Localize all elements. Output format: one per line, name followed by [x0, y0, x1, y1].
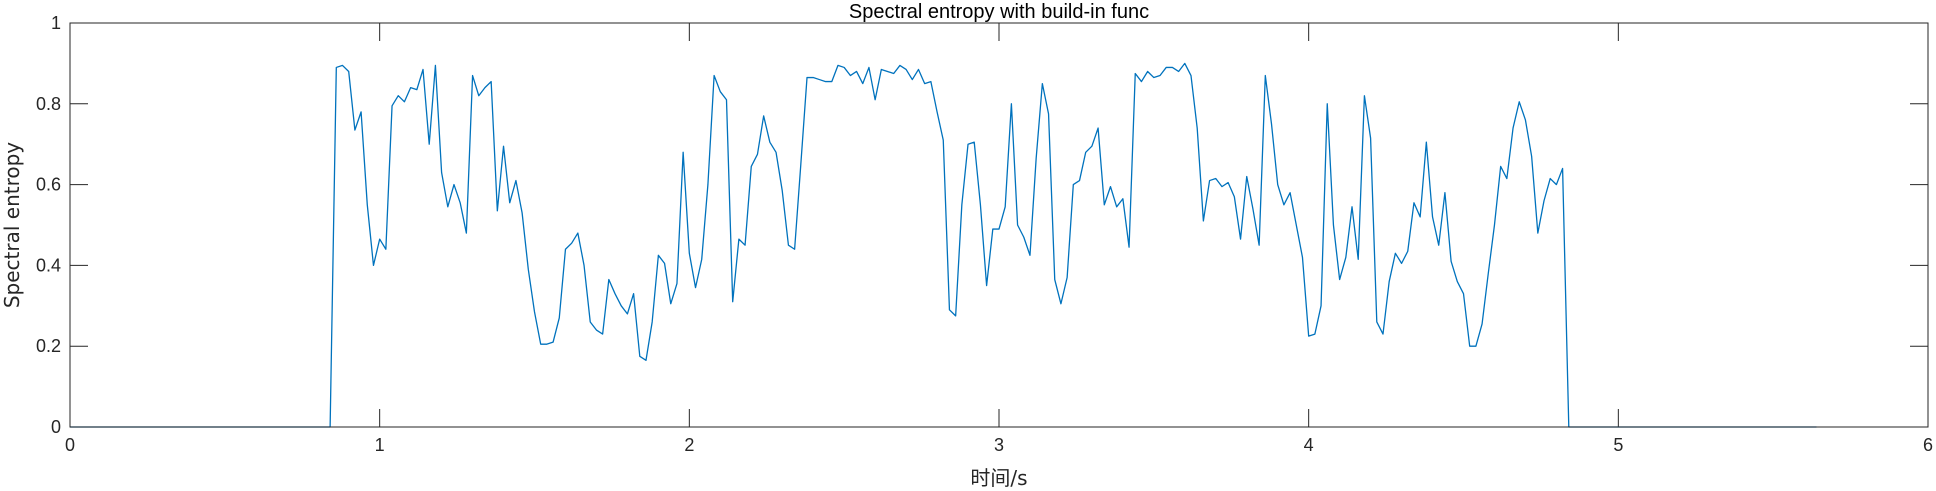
plot-area [70, 23, 1928, 427]
chart-title: Spectral entropy with build-in func [849, 1, 1149, 23]
x-tick-label: 4 [1304, 435, 1314, 455]
x-tick-label: 0 [65, 435, 75, 455]
x-tick-label: 5 [1613, 435, 1623, 455]
x-tick-label: 2 [684, 435, 694, 455]
y-tick-labels: 0 0.2 0.4 0.6 0.8 1 [36, 13, 61, 437]
y-tick-label: 1 [51, 13, 61, 33]
y-tick-label: 0 [51, 417, 61, 437]
y-tick-label: 0.2 [36, 336, 61, 356]
x-tick-label: 1 [375, 435, 385, 455]
y-tick-label: 0.8 [36, 94, 61, 114]
x-tick-labels: 0 1 2 3 4 5 6 [65, 435, 1933, 455]
plot-frame [69, 22, 1929, 428]
x-tick-label: 6 [1923, 435, 1933, 455]
y-tick-label: 0.6 [36, 175, 61, 195]
y-axis-title: Spectral entropy [0, 142, 24, 308]
x-axis-title: 时间/s [970, 466, 1027, 490]
y-tick-label: 0.4 [36, 255, 61, 275]
x-tick-label: 3 [994, 435, 1004, 455]
series-line [70, 62, 1817, 428]
